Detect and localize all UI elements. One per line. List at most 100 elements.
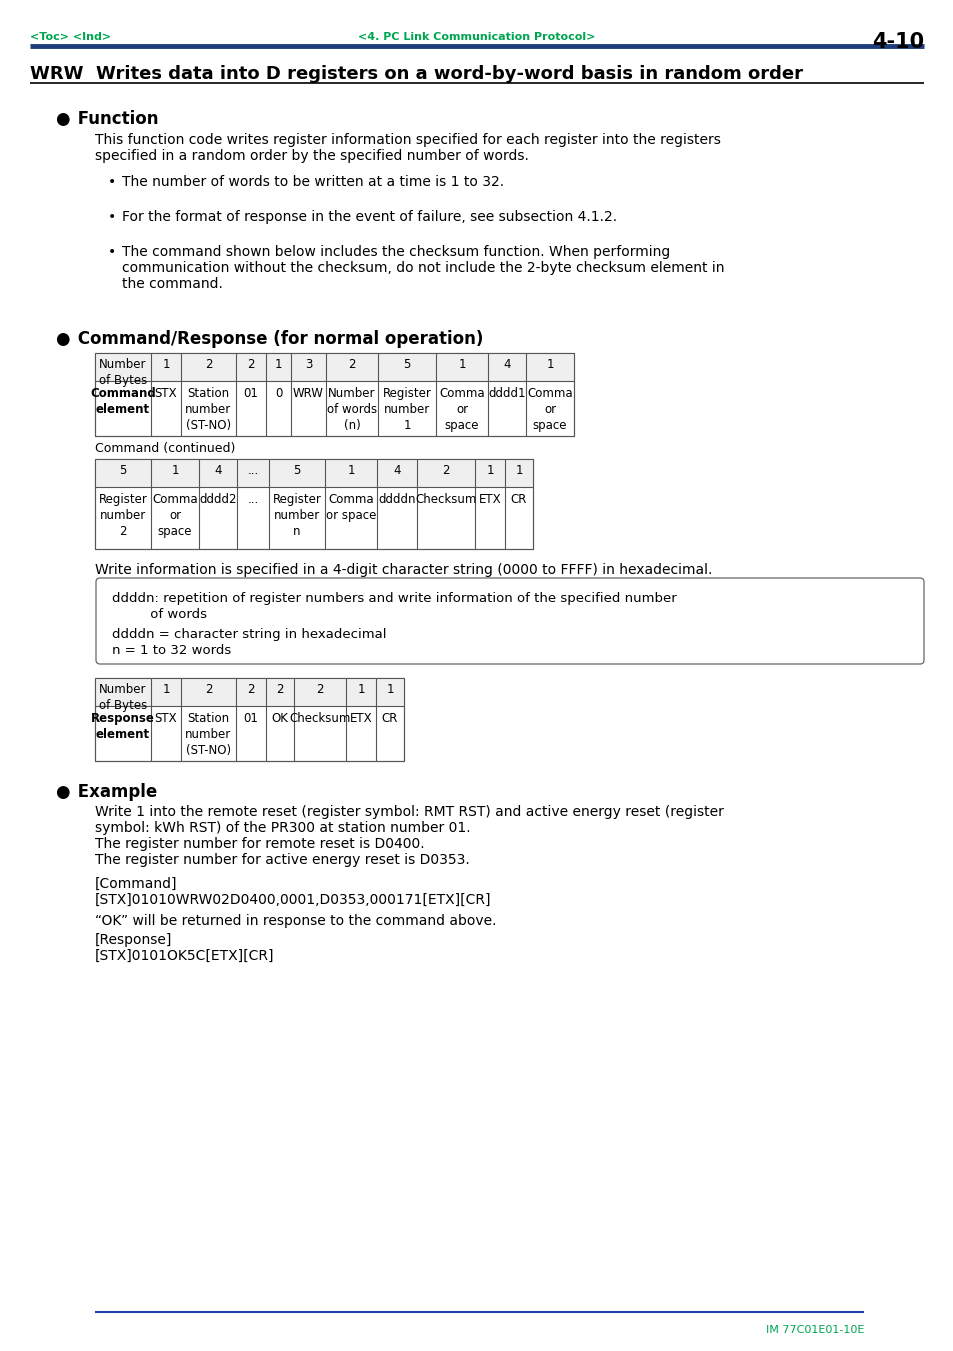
Text: symbol: kWh RST) of the PR300 at station number 01.: symbol: kWh RST) of the PR300 at station… — [95, 821, 470, 835]
FancyBboxPatch shape — [96, 578, 923, 663]
Text: Comma
or space: Comma or space — [326, 493, 375, 521]
Text: [Command]: [Command] — [95, 877, 177, 892]
Text: 4-10: 4-10 — [871, 32, 923, 51]
Text: CR: CR — [381, 712, 397, 725]
Text: 1: 1 — [386, 684, 394, 696]
Text: The register number for active energy reset is D0353.: The register number for active energy re… — [95, 852, 469, 867]
Text: Checksum: Checksum — [289, 712, 351, 725]
Bar — [95, 353, 574, 381]
Text: Register
number
n: Register number n — [273, 493, 321, 538]
Text: STX: STX — [154, 386, 177, 400]
Text: 2: 2 — [247, 358, 254, 372]
Bar — [95, 459, 533, 549]
Text: n = 1 to 32 words: n = 1 to 32 words — [112, 644, 231, 657]
Text: Command (continued): Command (continued) — [95, 442, 235, 455]
Text: 2: 2 — [205, 358, 212, 372]
Text: 0: 0 — [274, 386, 282, 400]
Text: 5: 5 — [403, 358, 410, 372]
Text: 4: 4 — [214, 463, 221, 477]
Text: 1: 1 — [172, 463, 178, 477]
Text: ddddn: repetition of register numbers and write information of the specified num: ddddn: repetition of register numbers an… — [112, 592, 676, 605]
Text: communication without the checksum, do not include the 2-byte checksum element i: communication without the checksum, do n… — [122, 261, 723, 276]
Text: dddd2: dddd2 — [199, 493, 236, 507]
Text: dddd1: dddd1 — [488, 386, 525, 400]
Text: Write information is specified in a 4-digit character string (0000 to FFFF) in h: Write information is specified in a 4-di… — [95, 563, 712, 577]
Text: ●: ● — [55, 784, 70, 801]
Text: 1: 1 — [162, 358, 170, 372]
Text: ETX: ETX — [350, 712, 372, 725]
Text: Write 1 into the remote reset (register symbol: RMT RST) and active energy reset: Write 1 into the remote reset (register … — [95, 805, 723, 819]
Text: 01: 01 — [243, 712, 258, 725]
Text: ddddn: ddddn — [377, 493, 416, 507]
Text: Register
number
2: Register number 2 — [98, 493, 148, 538]
Text: 2: 2 — [442, 463, 449, 477]
Bar — [95, 678, 403, 707]
Text: “OK” will be returned in response to the command above.: “OK” will be returned in response to the… — [95, 915, 496, 928]
Text: 1: 1 — [356, 684, 364, 696]
Text: 2: 2 — [276, 684, 283, 696]
Text: Function: Function — [71, 109, 158, 128]
Text: 3: 3 — [305, 358, 312, 372]
Text: Comma
or
space: Comma or space — [152, 493, 197, 538]
Text: For the format of response in the event of failure, see subsection 4.1.2.: For the format of response in the event … — [122, 209, 617, 224]
Text: <4. PC Link Communication Protocol>: <4. PC Link Communication Protocol> — [358, 32, 595, 42]
Text: Number
of Bytes: Number of Bytes — [99, 358, 147, 386]
Text: WRW  Writes data into D registers on a word-by-word basis in random order: WRW Writes data into D registers on a wo… — [30, 65, 802, 82]
Text: 1: 1 — [546, 358, 553, 372]
Text: 1: 1 — [486, 463, 494, 477]
Text: the command.: the command. — [122, 277, 223, 290]
Text: 5: 5 — [293, 463, 300, 477]
Text: 5: 5 — [119, 463, 127, 477]
Text: 2: 2 — [348, 358, 355, 372]
Text: •: • — [108, 209, 116, 224]
Text: 2: 2 — [315, 684, 323, 696]
Text: WRW: WRW — [293, 386, 324, 400]
Text: OK: OK — [272, 712, 288, 725]
Text: This function code writes register information specified for each register into : This function code writes register infor… — [95, 132, 720, 147]
Text: •: • — [108, 176, 116, 189]
Text: IM 77C01E01-10E: IM 77C01E01-10E — [765, 1325, 863, 1335]
Text: The register number for remote reset is D0400.: The register number for remote reset is … — [95, 838, 424, 851]
Text: ...: ... — [247, 463, 258, 477]
Text: Comma
or
space: Comma or space — [438, 386, 484, 432]
Text: Example: Example — [71, 784, 157, 801]
Text: 1: 1 — [457, 358, 465, 372]
Text: 1: 1 — [274, 358, 282, 372]
Text: [Response]: [Response] — [95, 934, 172, 947]
Text: Station
number
(ST-NO): Station number (ST-NO) — [185, 712, 232, 757]
Text: ●: ● — [55, 330, 70, 349]
Text: 4: 4 — [393, 463, 400, 477]
Text: ●: ● — [55, 109, 70, 128]
Text: Number
of words
(n): Number of words (n) — [327, 386, 376, 432]
Bar — [95, 353, 574, 436]
Text: Command/Response (for normal operation): Command/Response (for normal operation) — [71, 330, 483, 349]
Text: Checksum: Checksum — [415, 493, 476, 507]
Text: Station
number
(ST-NO): Station number (ST-NO) — [185, 386, 232, 432]
Bar — [95, 353, 574, 436]
Bar — [95, 459, 533, 486]
Text: The number of words to be written at a time is 1 to 32.: The number of words to be written at a t… — [122, 176, 503, 189]
Text: ETX: ETX — [478, 493, 500, 507]
Bar — [95, 678, 403, 761]
Text: ddddn = character string in hexadecimal: ddddn = character string in hexadecimal — [112, 628, 386, 640]
Text: Response
element: Response element — [91, 712, 154, 740]
Text: 2: 2 — [247, 684, 254, 696]
Bar — [95, 459, 533, 549]
Text: specified in a random order by the specified number of words.: specified in a random order by the speci… — [95, 149, 528, 163]
Text: <Toc> <Ind>: <Toc> <Ind> — [30, 32, 111, 42]
Text: ...: ... — [247, 493, 258, 507]
Text: STX: STX — [154, 712, 177, 725]
Text: [STX]0101OK5C[ETX][CR]: [STX]0101OK5C[ETX][CR] — [95, 948, 274, 963]
Text: 1: 1 — [162, 684, 170, 696]
Text: Register
number
1: Register number 1 — [382, 386, 431, 432]
Text: •: • — [108, 245, 116, 259]
Text: Command
element: Command element — [90, 386, 155, 416]
Text: 1: 1 — [347, 463, 355, 477]
Text: 01: 01 — [243, 386, 258, 400]
Text: of words: of words — [112, 608, 207, 621]
Text: 1: 1 — [515, 463, 522, 477]
Text: 4: 4 — [503, 358, 510, 372]
Text: 2: 2 — [205, 684, 212, 696]
Bar — [95, 678, 403, 761]
Text: CR: CR — [510, 493, 527, 507]
